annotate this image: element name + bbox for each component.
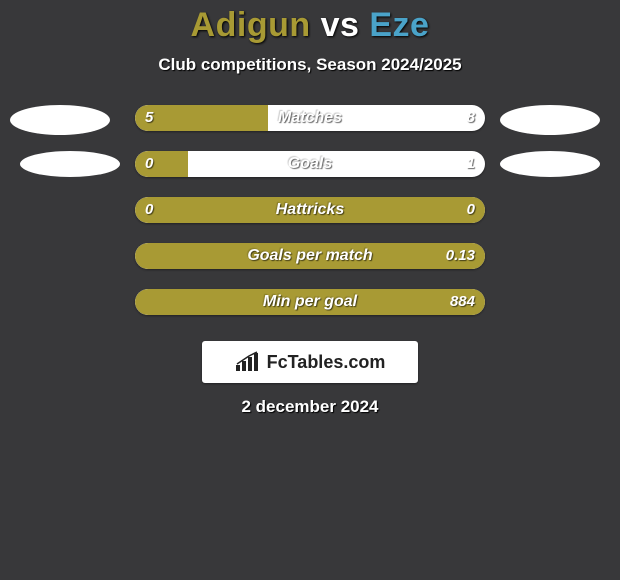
player2-ellipse <box>500 105 600 135</box>
stat-bar-fill <box>135 105 268 131</box>
comparison-title: Adigun vs Eze <box>0 0 620 45</box>
stat-bar-fill <box>135 289 485 315</box>
source-badge-text: FcTables.com <box>267 352 386 373</box>
stat-bar-track <box>135 151 485 177</box>
player1-ellipse <box>10 105 110 135</box>
stat-bar-fill <box>135 243 485 269</box>
stat-row: Min per goal884 <box>0 289 620 335</box>
comparison-bars: Matches58Goals01Hattricks00Goals per mat… <box>0 105 620 335</box>
source-badge: FcTables.com <box>202 341 418 383</box>
stat-bar-track <box>135 243 485 269</box>
subtitle: Club competitions, Season 2024/2025 <box>0 55 620 75</box>
stat-row: Hattricks00 <box>0 197 620 243</box>
player1-ellipse <box>20 151 120 177</box>
snapshot-date: 2 december 2024 <box>0 397 620 417</box>
player2-name: Eze <box>369 6 429 44</box>
player1-name: Adigun <box>191 6 311 44</box>
stat-row: Goals per match0.13 <box>0 243 620 289</box>
vs-label: vs <box>321 6 360 44</box>
stat-row: Matches58 <box>0 105 620 151</box>
stat-bar-fill <box>135 197 485 223</box>
bars-icon <box>235 351 261 373</box>
stat-bar-track <box>135 197 485 223</box>
stat-row: Goals01 <box>0 151 620 197</box>
player2-ellipse <box>500 151 600 177</box>
stat-bar-fill <box>135 151 188 177</box>
stat-bar-track <box>135 289 485 315</box>
stat-bar-track <box>135 105 485 131</box>
